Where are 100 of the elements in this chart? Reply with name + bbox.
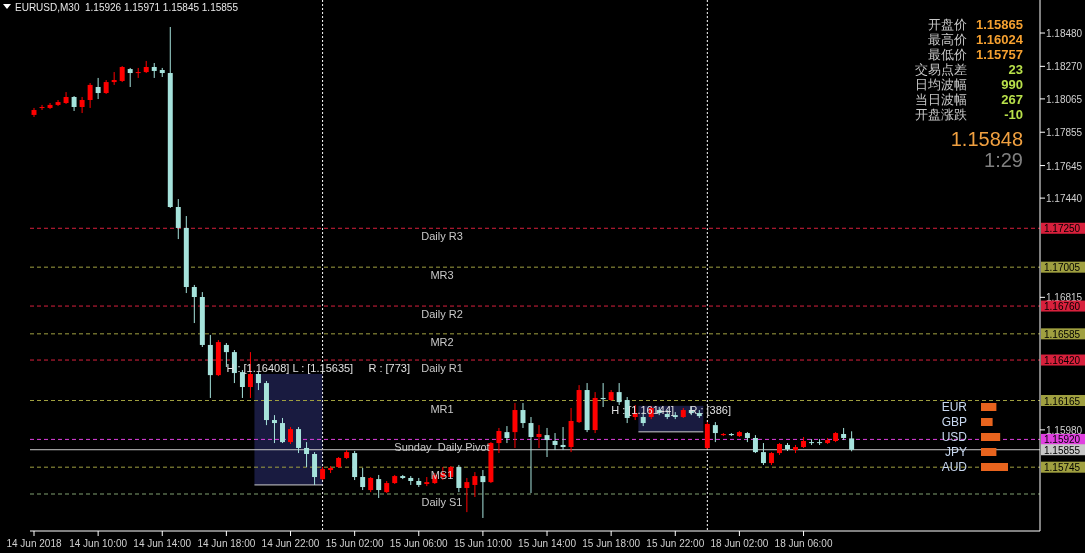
annotation: 开盘价 bbox=[928, 17, 967, 32]
candlestick bbox=[520, 402, 526, 429]
candlestick bbox=[456, 464, 462, 493]
candlestick bbox=[175, 198, 181, 240]
candlestick bbox=[39, 104, 45, 111]
ref-line-label: 1.16585 bbox=[1044, 328, 1081, 340]
annotation: Daily S1 bbox=[421, 496, 463, 509]
annotation: 开盘涨跌 bbox=[915, 107, 967, 122]
y-tick-label: 1.17855 bbox=[1046, 127, 1083, 139]
annotation: 1.15848 bbox=[950, 128, 1023, 150]
candlestick bbox=[87, 82, 93, 109]
ref-line-label: 1.15855 bbox=[1044, 444, 1081, 456]
x-tick-label: 15 Jun 22:00 bbox=[646, 538, 705, 549]
candlestick bbox=[560, 426, 566, 451]
ref-line-label: 1.15745 bbox=[1044, 462, 1081, 474]
candlestick bbox=[480, 469, 486, 519]
annotation: Daily R3 bbox=[421, 230, 463, 243]
y-tick-label: EUR bbox=[941, 400, 968, 414]
candlestick bbox=[191, 284, 197, 324]
candlestick bbox=[472, 471, 478, 498]
y-tick-label: GBP bbox=[941, 415, 967, 429]
y-tick-label: 1.18065 bbox=[1046, 93, 1083, 105]
candlestick bbox=[79, 96, 85, 114]
y-tick-label: 1.15980 bbox=[1046, 424, 1083, 436]
annotation: Daily R2 bbox=[421, 308, 463, 321]
bar bbox=[981, 448, 997, 456]
y-tick-label: USD bbox=[941, 430, 968, 444]
x-tick-label: 18 Jun 02:00 bbox=[710, 538, 769, 549]
candlestick bbox=[624, 396, 630, 424]
x-tick-label: 14 Jun 22:00 bbox=[261, 538, 320, 549]
candlestick bbox=[496, 427, 502, 454]
candlestick bbox=[512, 402, 518, 449]
ref-line-label: 1.16420 bbox=[1044, 355, 1081, 367]
bar bbox=[981, 433, 1001, 441]
x-tick-label: 14 Jun 10:00 bbox=[69, 538, 128, 549]
annotation: 23 bbox=[1008, 62, 1023, 77]
candlestick bbox=[312, 451, 318, 486]
x-tick-label: 14 Jun 14:00 bbox=[133, 538, 192, 549]
candlestick bbox=[239, 369, 245, 399]
x-tick-label: 15 Jun 02:00 bbox=[325, 538, 384, 549]
y-tick-label: 1.17440 bbox=[1046, 193, 1083, 205]
bar bbox=[981, 418, 993, 426]
x-tick-label: 15 Jun 10:00 bbox=[453, 538, 513, 549]
annotation: MR1 bbox=[430, 402, 454, 415]
x-tick-label: 18 Jun 06:00 bbox=[774, 538, 833, 549]
annotation: 1.16024 bbox=[976, 32, 1024, 47]
annotation: -10 bbox=[1004, 107, 1023, 122]
candlestick bbox=[504, 425, 510, 444]
annotation: 1.15757 bbox=[976, 47, 1023, 62]
y-tick-label: 1.18480 bbox=[1046, 28, 1083, 40]
annotation: 990 bbox=[1001, 77, 1023, 92]
candlestick bbox=[552, 432, 558, 451]
x-tick-label: 15 Jun 14:00 bbox=[518, 538, 577, 549]
ref-line-label: 1.16760 bbox=[1044, 301, 1081, 313]
annotation: 1:29 bbox=[984, 149, 1023, 171]
annotation: 当日波幅 bbox=[915, 92, 967, 107]
chart-title: EURUSD,M30 1.15926 1.15971 1.15845 1.15855 bbox=[15, 2, 239, 13]
ref-line-label: 1.17250 bbox=[1044, 223, 1081, 235]
ref-line-label: 1.15920 bbox=[1044, 434, 1081, 446]
ref-line-label: 1.17005 bbox=[1044, 262, 1081, 274]
annotation: 日均波幅 bbox=[915, 77, 967, 92]
annotation: Daily R1 bbox=[421, 362, 463, 375]
candlestick bbox=[63, 91, 69, 105]
candlestick bbox=[223, 342, 229, 368]
candlestick bbox=[544, 427, 550, 458]
candlestick bbox=[712, 421, 718, 443]
candlestick bbox=[704, 421, 710, 450]
candlestick bbox=[376, 474, 382, 499]
bar bbox=[981, 463, 1008, 471]
annotation: 最高价 bbox=[928, 32, 967, 47]
candlestick bbox=[304, 441, 310, 468]
annotation: 最低价 bbox=[928, 47, 967, 62]
ref-line-label: 1.16165 bbox=[1044, 395, 1081, 407]
candlestick bbox=[127, 67, 133, 88]
y-tick-label: 1.17645 bbox=[1046, 160, 1083, 172]
y-tick-label: AUD bbox=[941, 460, 968, 474]
candlestick bbox=[280, 417, 285, 444]
x-tick-label: 14 Jun 18:00 bbox=[197, 538, 256, 549]
annotation: MR3 bbox=[430, 269, 454, 282]
annotation: 267 bbox=[1001, 92, 1023, 107]
annotation: 1.15865 bbox=[976, 17, 1023, 32]
annotation: MR2 bbox=[430, 335, 454, 348]
candlestick bbox=[352, 450, 358, 481]
y-tick-label: 1.16815 bbox=[1046, 292, 1083, 304]
bar bbox=[981, 403, 997, 411]
candlestick bbox=[464, 477, 470, 513]
annotation: 交易点差 bbox=[915, 62, 967, 77]
y-tick-label: 1.18270 bbox=[1046, 61, 1083, 73]
candlestick bbox=[55, 99, 61, 107]
x-tick-label: 15 Jun 06:00 bbox=[389, 538, 449, 549]
candlestick bbox=[360, 467, 366, 491]
x-tick-label: 14 Jun 2018 bbox=[6, 538, 62, 549]
candlestick bbox=[47, 102, 53, 110]
x-tick-label: 15 Jun 18:00 bbox=[582, 538, 641, 549]
candlestick bbox=[95, 77, 101, 100]
candlestick bbox=[760, 442, 766, 466]
candlestick bbox=[616, 382, 622, 406]
candlestick bbox=[849, 430, 855, 452]
candlestick bbox=[135, 67, 141, 79]
candlestick bbox=[272, 414, 277, 444]
